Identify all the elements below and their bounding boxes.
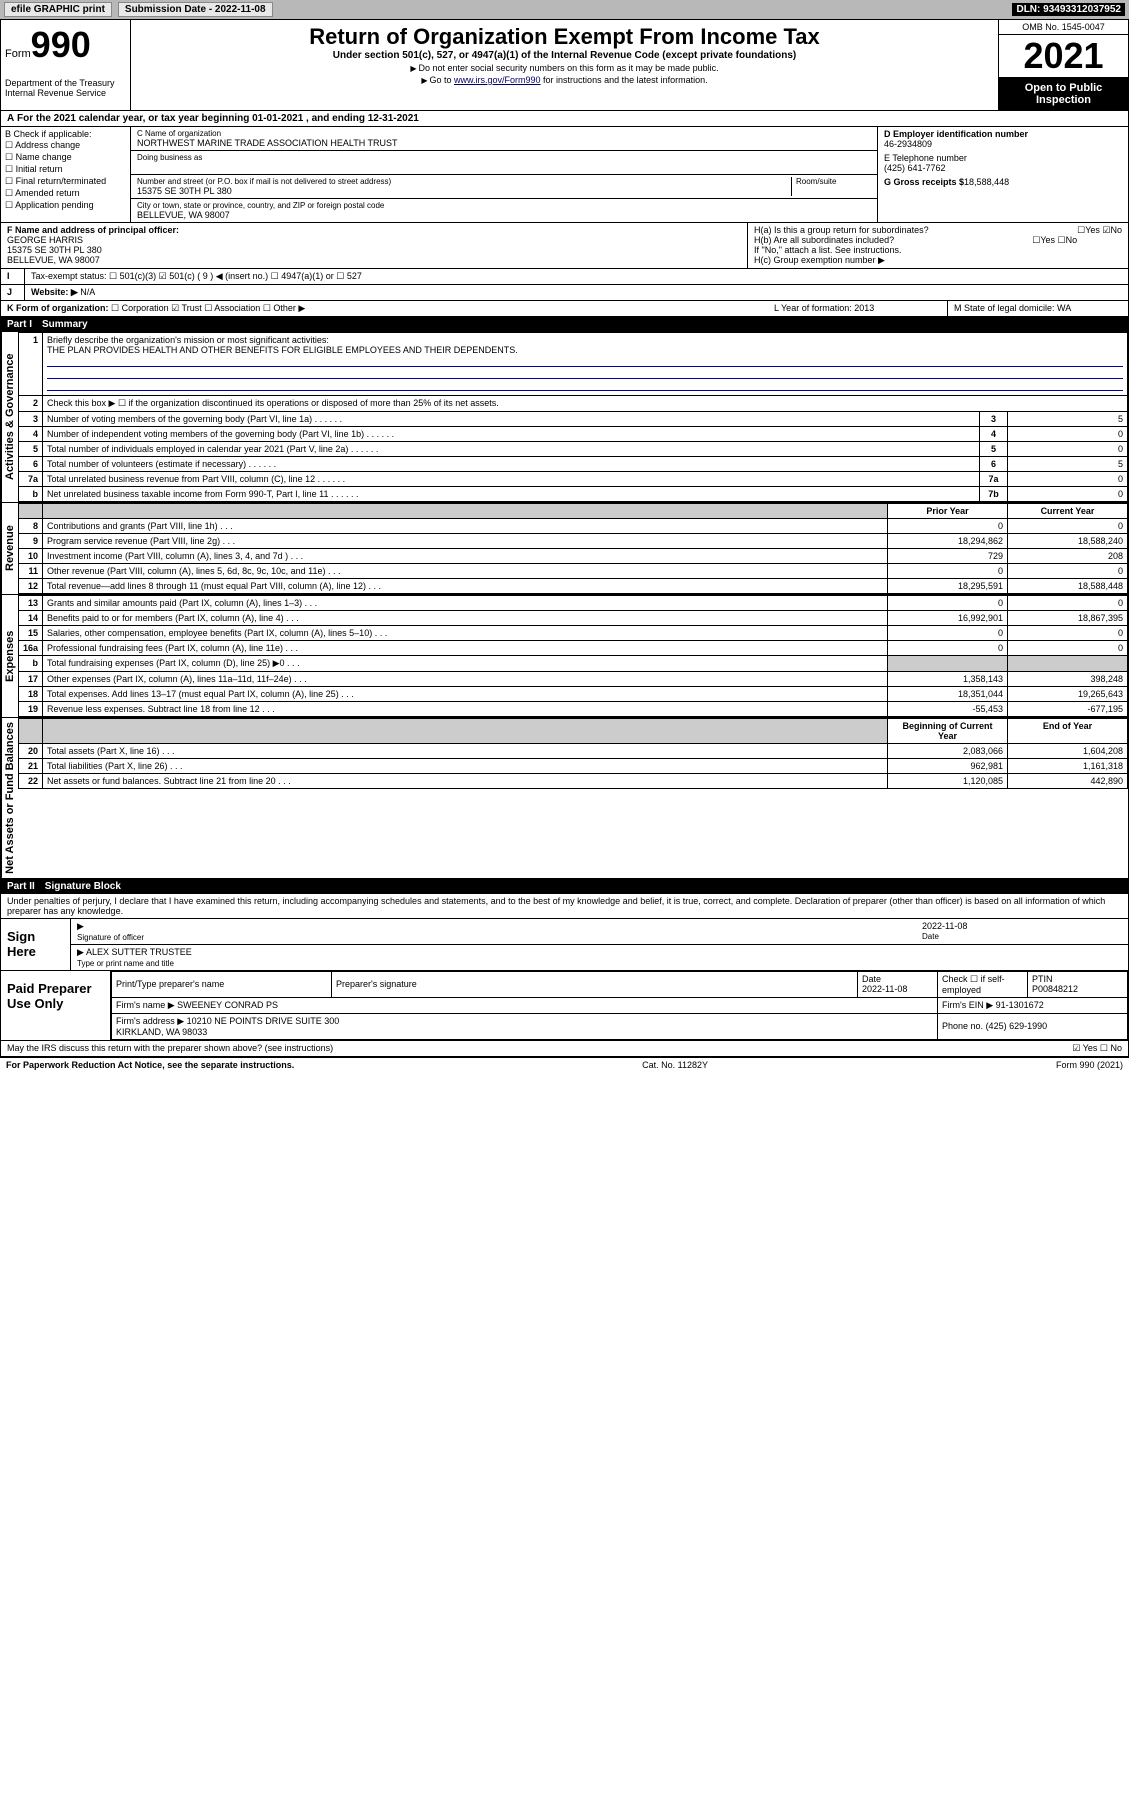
row-fh: F Name and address of principal officer:… (1, 223, 1128, 269)
tel-val: (425) 641-7762 (884, 163, 1122, 173)
cb-app[interactable]: ☐ Application pending (5, 200, 126, 211)
open-public: Open to Public Inspection (999, 78, 1128, 110)
penalty-text: Under penalties of perjury, I declare th… (1, 894, 1128, 918)
form-990: Form990 Department of the Treasury Inter… (0, 19, 1129, 1057)
subdate-btn[interactable]: Submission Date - 2022-11-08 (118, 2, 273, 17)
table-row: 18Total expenses. Add lines 13–17 (must … (19, 687, 1128, 702)
row-j: J Website: ▶ N/A (1, 285, 1128, 301)
part1-header: Part ISummary (1, 317, 1128, 332)
topbar: efile GRAPHIC print Submission Date - 20… (0, 0, 1129, 19)
street-addr: 15375 SE 30TH PL 380 (137, 186, 791, 196)
room-label: Room/suite (796, 177, 871, 186)
row-i: I Tax-exempt status: ☐ 501(c)(3) ☑ 501(c… (1, 269, 1128, 285)
form-note2: Go to www.irs.gov/Form990 for instructio… (139, 75, 990, 85)
table-row: 3Number of voting members of the governi… (19, 412, 1128, 427)
officer-addr1: 15375 SE 30TH PL 380 (7, 245, 741, 255)
table-row: 19Revenue less expenses. Subtract line 1… (19, 702, 1128, 717)
table-row: 11Other revenue (Part VIII, column (A), … (19, 564, 1128, 579)
col-b: B Check if applicable: ☐ Address change … (1, 127, 131, 222)
paid-preparer: Paid Preparer Use Only (1, 971, 111, 1040)
table-row: 20Total assets (Part X, line 16) . . .2,… (19, 744, 1128, 759)
f-label: F Name and address of principal officer: (7, 225, 179, 235)
row-m: M State of legal domicile: WA (948, 301, 1128, 316)
vlabel-net: Net Assets or Fund Balances (1, 718, 18, 878)
table-row: 4Number of independent voting members of… (19, 427, 1128, 442)
col-b-label: B Check if applicable: (5, 129, 126, 139)
ein-label: D Employer identification number (884, 129, 1028, 139)
gross-val: 18,588,448 (964, 177, 1009, 187)
block-bcd: B Check if applicable: ☐ Address change … (1, 127, 1128, 223)
table-row: 7aTotal unrelated business revenue from … (19, 472, 1128, 487)
summary-section: Activities & Governance 1Briefly describ… (1, 332, 1128, 503)
table-row: 8Contributions and grants (Part VIII, li… (19, 519, 1128, 534)
hc-label: H(c) Group exemption number ▶ (754, 255, 1122, 266)
officer-name: GEORGE HARRIS (7, 235, 741, 245)
table-row: bNet unrelated business taxable income f… (19, 487, 1128, 502)
table-row: 13Grants and similar amounts paid (Part … (19, 596, 1128, 611)
cb-name[interactable]: ☐ Name change (5, 152, 126, 163)
table-row: 5Total number of individuals employed in… (19, 442, 1128, 457)
q2: Check this box ▶ ☐ if the organization d… (43, 396, 1128, 412)
form-subtitle: Under section 501(c), 527, or 4947(a)(1)… (139, 50, 990, 61)
dln-label: DLN: 93493312037952 (1012, 3, 1125, 16)
addr-label: Number and street (or P.O. box if mail i… (137, 177, 791, 186)
table-row: 15Salaries, other compensation, employee… (19, 626, 1128, 641)
website-val: N/A (80, 287, 95, 297)
dba-label: Doing business as (137, 153, 871, 162)
dept-label: Department of the Treasury Internal Reve… (5, 78, 126, 98)
city-label: City or town, state or province, country… (137, 201, 871, 210)
tax-year: 2021 (999, 35, 1128, 78)
mission-text: THE PLAN PROVIDES HEALTH AND OTHER BENEF… (47, 345, 518, 355)
form-number: 990 (31, 24, 91, 65)
form-title: Return of Organization Exempt From Incom… (139, 24, 990, 50)
table-row: 14Benefits paid to or for members (Part … (19, 611, 1128, 626)
tel-label: E Telephone number (884, 153, 967, 163)
firm-name: SWEENEY CONRAD PS (177, 1000, 278, 1010)
irs-link[interactable]: www.irs.gov/Form990 (454, 75, 541, 85)
table-row: 17Other expenses (Part IX, column (A), l… (19, 672, 1128, 687)
table-row: 21Total liabilities (Part X, line 26) . … (19, 759, 1128, 774)
form-header: Form990 Department of the Treasury Inter… (1, 20, 1128, 111)
col-c: C Name of organizationNORTHWEST MARINE T… (131, 127, 878, 222)
name-label: C Name of organization (137, 129, 871, 138)
cb-addr[interactable]: ☐ Address change (5, 140, 126, 151)
hb-note: If "No," attach a list. See instructions… (754, 245, 1122, 255)
table-row: 16aProfessional fundraising fees (Part I… (19, 641, 1128, 656)
form-label: Form (5, 48, 31, 60)
omb-label: OMB No. 1545-0047 (999, 20, 1128, 35)
row-a: A For the 2021 calendar year, or tax yea… (1, 111, 1128, 127)
table-row: 10Investment income (Part VIII, column (… (19, 549, 1128, 564)
officer-addr2: BELLEVUE, WA 98007 (7, 255, 741, 265)
gross-label: G Gross receipts $ (884, 177, 964, 187)
form-note1: Do not enter social security numbers on … (139, 63, 990, 73)
cb-amended[interactable]: ☐ Amended return (5, 188, 126, 199)
cb-final[interactable]: ☐ Final return/terminated (5, 176, 126, 187)
page-footer: For Paperwork Reduction Act Notice, see … (0, 1057, 1129, 1072)
table-row: 22Net assets or fund balances. Subtract … (19, 774, 1128, 789)
table-row: 12Total revenue—add lines 8 through 11 (… (19, 579, 1128, 594)
cb-initial[interactable]: ☐ Initial return (5, 164, 126, 175)
discuss-row: May the IRS discuss this return with the… (1, 1041, 1128, 1056)
hb-label: H(b) Are all subordinates included? (754, 235, 894, 245)
table-row: 9Program service revenue (Part VIII, lin… (19, 534, 1128, 549)
vlabel-ag: Activities & Governance (1, 332, 18, 502)
efile-btn[interactable]: efile GRAPHIC print (4, 2, 112, 17)
col-d: D Employer identification number46-29348… (878, 127, 1128, 222)
sign-here: Sign Here (1, 919, 71, 970)
table-row: 6Total number of volunteers (estimate if… (19, 457, 1128, 472)
city-val: BELLEVUE, WA 98007 (137, 210, 871, 220)
signer-name: ALEX SUTTER TRUSTEE (86, 947, 192, 957)
vlabel-exp: Expenses (1, 595, 18, 717)
part2-header: Part IISignature Block (1, 879, 1128, 894)
ein-val: 46-2934809 (884, 139, 1122, 149)
org-name: NORTHWEST MARINE TRADE ASSOCIATION HEALT… (137, 138, 871, 148)
table-row: bTotal fundraising expenses (Part IX, co… (19, 656, 1128, 672)
row-klm: K Form of organization: ☐ Corporation ☑ … (1, 301, 1128, 317)
row-l: L Year of formation: 2013 (768, 301, 948, 316)
vlabel-rev: Revenue (1, 503, 18, 594)
ha-label: H(a) Is this a group return for subordin… (754, 225, 929, 235)
